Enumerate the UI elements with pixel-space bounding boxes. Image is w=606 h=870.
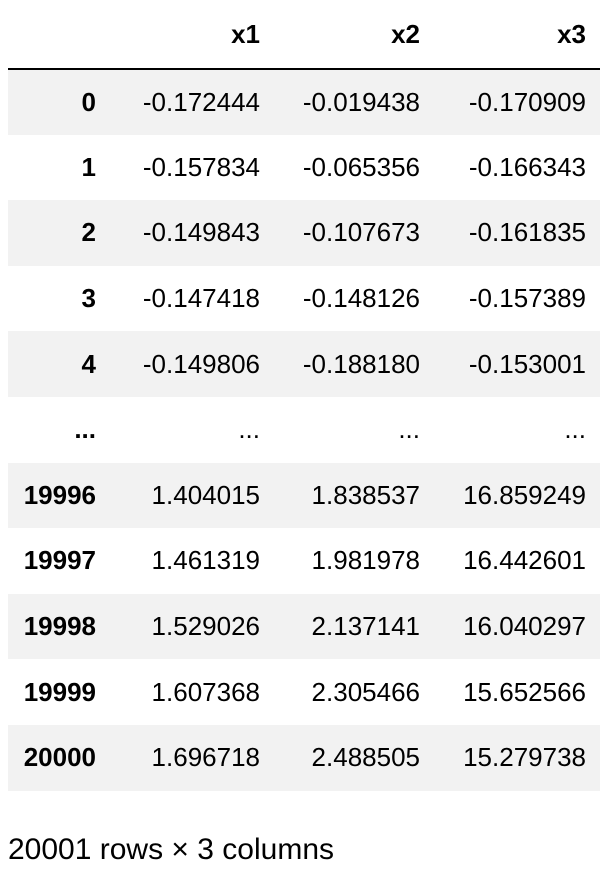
cell-x3: -0.166343 [468,151,586,182]
ellipsis-row: ... ... ... ... [8,396,600,463]
header-row: x1 x2 x3 [8,0,600,70]
cell-ellipsis: ... [564,414,586,445]
table-row: 4 -0.149806 -0.188180 -0.153001 [8,331,600,397]
table-row: 20000 1.696718 2.488505 15.279738 [8,724,600,791]
table-row: 19999 1.607368 2.305466 15.652566 [8,659,600,725]
cell-x3: -0.170909 [468,86,586,117]
cell-x2: -0.107673 [302,217,420,248]
cell-x3: -0.153001 [468,348,586,379]
cell-x1: 1.607368 [151,676,260,707]
row-index: 20000 [23,742,96,773]
table-body: 0 -0.172444 -0.019438 -0.170909 1 -0.157… [8,69,600,791]
cell-x1: -0.157834 [142,151,260,182]
cell-x2: 1.838537 [311,479,420,510]
cell-x3: -0.157389 [468,283,586,314]
cell-x2: -0.019438 [302,86,420,117]
row-index: 0 [81,86,96,117]
row-index: 19996 [23,479,96,510]
column-header-x3: x3 [434,0,600,70]
cell-x1: -0.147418 [142,283,260,314]
cell-x2: -0.065356 [302,151,420,182]
index-header [8,0,114,70]
cell-x1: -0.149843 [142,217,260,248]
cell-x1: 1.696718 [151,742,260,773]
row-index: 3 [81,283,96,314]
row-index: 2 [81,217,96,248]
table-row: 0 -0.172444 -0.019438 -0.170909 [8,69,600,135]
dataframe-container: x1 x2 x3 0 -0.172444 -0.019438 -0.170909… [8,0,600,791]
column-header-x1: x1 [114,0,274,70]
cell-ellipsis: ... [398,414,420,445]
table-row: 2 -0.149843 -0.107673 -0.161835 [8,200,600,266]
table-row: 19998 1.529026 2.137141 16.040297 [8,593,600,660]
cell-x2: 2.305466 [311,676,420,707]
table-row: 19996 1.404015 1.838537 16.859249 [8,462,600,529]
cell-x3: -0.161835 [468,217,586,248]
cell-ellipsis: ... [238,414,260,445]
cell-x1: -0.172444 [142,86,260,117]
table-row: 3 -0.147418 -0.148126 -0.157389 [8,265,600,332]
cell-x2: 2.137141 [311,611,420,642]
column-header-x2: x2 [274,0,434,70]
cell-x2: 2.488505 [311,742,420,773]
cell-x3: 15.652566 [463,676,586,707]
cell-x1: 1.461319 [151,545,260,576]
cell-x3: 16.040297 [463,611,586,642]
cell-x3: 16.442601 [463,545,586,576]
row-index: 19998 [23,611,96,642]
cell-x1: 1.529026 [151,611,260,642]
cell-x3: 15.279738 [463,742,586,773]
table-header: x1 x2 x3 [8,0,600,70]
cell-x2: 1.981978 [311,545,420,576]
cell-x3: 16.859249 [463,479,586,510]
cell-x2: -0.188180 [302,348,420,379]
row-index: 19997 [23,545,96,576]
row-index-ellipsis: ... [74,414,96,445]
row-index: 19999 [23,676,96,707]
row-index: 1 [81,151,96,182]
cell-x2: -0.148126 [302,283,420,314]
cell-x1: 1.404015 [151,479,260,510]
table-row: 1 -0.157834 -0.065356 -0.166343 [8,134,600,201]
shape-summary: 20001 rows × 3 columns [8,833,335,866]
dataframe-table: x1 x2 x3 0 -0.172444 -0.019438 -0.170909… [8,0,600,791]
table-row: 19997 1.461319 1.981978 16.442601 [8,528,600,594]
row-index: 4 [81,348,96,379]
cell-x1: -0.149806 [142,348,260,379]
